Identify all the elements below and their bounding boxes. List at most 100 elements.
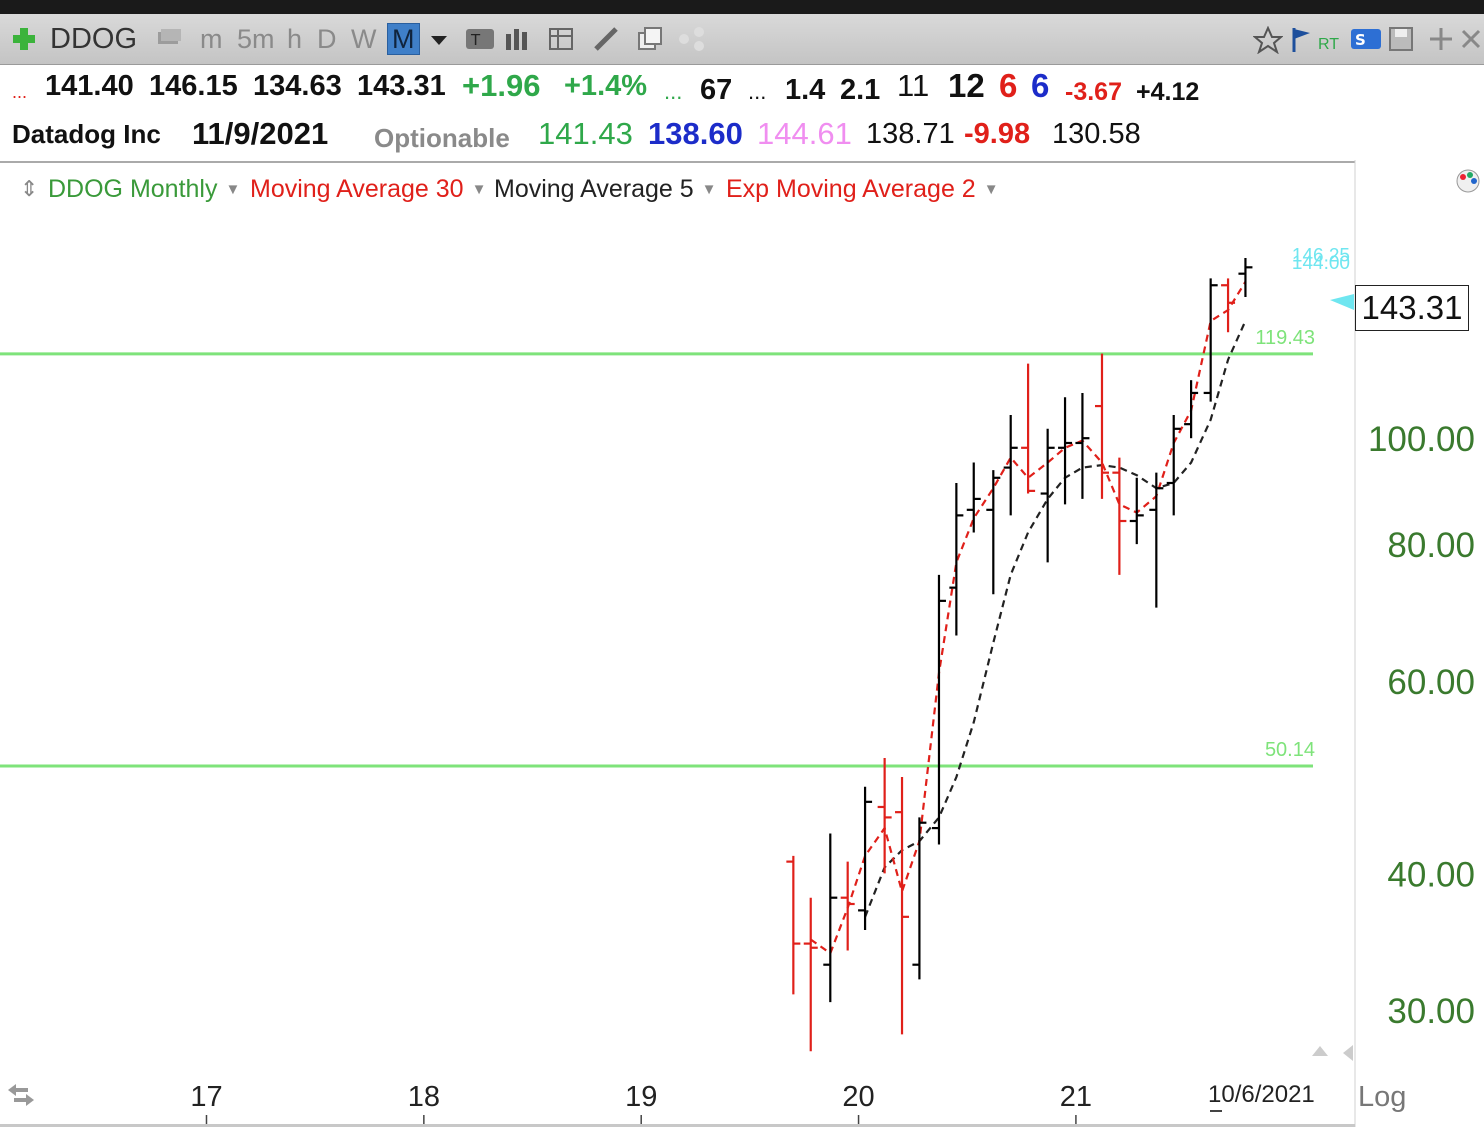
ohlc-bar[interactable] [1221, 278, 1236, 333]
realtime-badge: RT [1318, 36, 1340, 53]
sync-icon[interactable]: S [1350, 26, 1381, 52]
ohlc-bar[interactable] [840, 861, 855, 951]
interval-w[interactable]: W [351, 24, 377, 54]
ohlc-bar[interactable] [1112, 457, 1127, 575]
ma5-line [864, 320, 1247, 918]
interval-h[interactable]: h [287, 24, 303, 54]
ohlc-bar[interactable] [1129, 477, 1144, 545]
chevron-down-icon[interactable]: ▼ [225, 181, 241, 199]
quote-value: -9.98 [964, 118, 1031, 150]
studies-icon[interactable] [548, 26, 576, 52]
date-marker-label: 10/6/2021 [1208, 1081, 1315, 1108]
ellipsis-icon: ... [12, 82, 28, 102]
quote-value: 130.58 [1052, 118, 1141, 150]
ohlc-bar[interactable] [1149, 472, 1164, 608]
interval-m[interactable]: m [200, 24, 223, 54]
ellipsis-icon: ... [748, 79, 767, 104]
close-icon[interactable] [1460, 26, 1484, 52]
ohlc-bar[interactable] [1021, 363, 1036, 494]
palette-icon[interactable] [1455, 168, 1481, 201]
quote-value: 67 [700, 74, 733, 106]
scroll-up-icon[interactable] [1310, 1043, 1330, 1064]
price-level-label: 146.25 [1292, 246, 1350, 267]
pencil-icon[interactable] [592, 26, 620, 52]
ohlc-bar[interactable] [1003, 415, 1018, 516]
x-tick-label: 18 [408, 1081, 440, 1113]
swap-icon[interactable] [6, 1080, 36, 1115]
star-icon[interactable] [1252, 25, 1284, 55]
add-symbol-icon[interactable] [10, 26, 38, 52]
legend-ma5-label: Moving Average 5 [494, 175, 694, 203]
chevron-down-icon[interactable]: ▼ [983, 181, 999, 199]
x-tick-label: 20 [842, 1081, 874, 1113]
study-legend: ⇕ DDOG Monthly ▼ Moving Average 30 ▼ Movin… [0, 166, 1484, 212]
quote-value: 138.60 [648, 116, 743, 151]
legend-ema2[interactable]: Exp Moving Average 2 ▼ [726, 174, 999, 205]
ohlc-bar[interactable] [895, 776, 910, 1035]
ohlc-bar[interactable] [803, 897, 818, 1052]
close-price: 143.31 [357, 70, 446, 102]
ohlc-bar[interactable] [1058, 397, 1073, 505]
resize-handle-icon[interactable]: ⇕ [20, 176, 39, 201]
quote-row-details: Datadog Inc 11/9/2021 Optionable 141.43 … [0, 114, 1484, 158]
ohlc-bar[interactable] [966, 462, 981, 533]
ohlc-bar[interactable] [1166, 415, 1181, 516]
bar-chart-icon[interactable] [503, 26, 531, 52]
x-tick-label: 19 [625, 1081, 657, 1113]
chart-type-icon[interactable]: T [465, 26, 494, 52]
ohlc-bar[interactable] [1238, 257, 1253, 297]
legend-main-series[interactable]: DDOG Monthly ▼ [48, 174, 240, 205]
interval-d[interactable]: D [317, 24, 337, 54]
x-tick-label: 17 [190, 1081, 222, 1113]
y-tick-label: 40.00 [1387, 855, 1475, 894]
ohlc-bar[interactable] [1094, 353, 1109, 499]
interval-5m[interactable]: 5m [237, 24, 275, 54]
y-tick-label: 100.00 [1368, 420, 1475, 459]
chevron-down-icon[interactable]: ▼ [471, 181, 487, 199]
chevron-down-icon[interactable] [428, 26, 456, 52]
quote-value: +4.12 [1136, 78, 1200, 106]
ohlc-bar[interactable] [912, 817, 927, 980]
flag-icon[interactable] [1290, 26, 1318, 52]
symbol-input[interactable]: DDOG [50, 23, 137, 55]
legend-main-label: DDOG Monthly [48, 175, 218, 203]
interval-monthly[interactable]: M [387, 23, 420, 55]
net-change: +1.96 [462, 68, 541, 103]
save-icon[interactable] [1388, 26, 1416, 52]
share-icon[interactable] [678, 26, 706, 52]
ohlc-bar[interactable] [949, 482, 964, 636]
percent-change: +1.4% [564, 70, 648, 102]
ohlc-bar[interactable] [1075, 392, 1090, 499]
move-icon[interactable] [1428, 26, 1456, 52]
ellipsis-icon: ... [664, 79, 683, 104]
chevron-down-icon[interactable]: ▼ [701, 181, 717, 199]
legend-ma30-label: Moving Average 30 [250, 175, 464, 203]
chart-toolbar: DDOG m 5m h D W M T RT S [0, 14, 1484, 65]
y-tick-label: 80.00 [1387, 526, 1475, 565]
ohlc-bar[interactable] [786, 855, 801, 995]
stack-icon[interactable] [155, 26, 183, 52]
scroll-left-icon[interactable] [1340, 1043, 1356, 1068]
ohlc-bar[interactable] [931, 574, 946, 845]
open-price: 141.40 [45, 70, 134, 102]
quote-value: 138.71 [866, 118, 955, 150]
quote-date: 11/9/2021 [192, 116, 329, 151]
legend-ma30[interactable]: Moving Average 30 ▼ [250, 174, 486, 205]
y-tick-label: 30.00 [1387, 992, 1475, 1031]
quote-value: 12 [948, 67, 985, 104]
log-scale-label[interactable]: Log [1358, 1081, 1407, 1113]
ohlc-bar[interactable] [1040, 428, 1055, 563]
quote-value: 1.4 [785, 74, 826, 106]
ohlc-bar[interactable] [1184, 380, 1199, 439]
ohlc-bar[interactable] [1203, 278, 1218, 402]
ohlc-bar[interactable] [823, 833, 838, 1003]
legend-ma5[interactable]: Moving Average 5 ▼ [494, 174, 717, 205]
copy-icon[interactable] [636, 26, 664, 52]
ohlc-bar[interactable] [986, 470, 1001, 595]
ohlc-bar[interactable] [858, 786, 873, 931]
optionable-label: Optionable [374, 123, 510, 153]
ohlc-bar[interactable] [877, 757, 892, 874]
scrollbar-track[interactable] [0, 1124, 1355, 1127]
legend-ema2-label: Exp Moving Average 2 [726, 175, 976, 203]
